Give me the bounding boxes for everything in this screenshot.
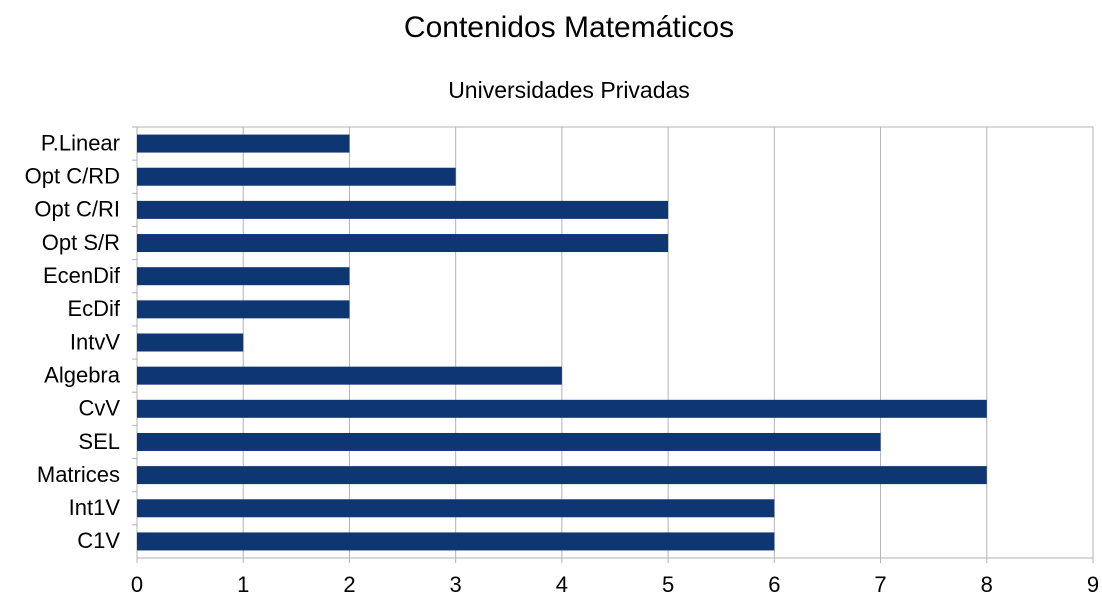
y-tick-label: IntvV [70,329,120,354]
x-tick-label: 4 [556,572,568,597]
y-tick-label: CvV [78,396,120,421]
y-tick-label: Opt C/RD [25,164,120,189]
bar [137,532,775,551]
bar [137,234,669,253]
bar [137,333,244,352]
bar [137,399,987,418]
bar [137,499,775,518]
bar [137,267,350,286]
y-tick-label: C1V [77,528,120,553]
y-tick-label: EcDif [67,296,120,321]
y-tick-label: Algebra [44,362,121,387]
x-tick-label: 0 [131,572,143,597]
y-tick-label: Int1V [69,495,121,520]
bar [137,466,987,485]
y-tick-label: EcenDif [43,263,121,288]
y-tick-label: SEL [78,429,120,454]
y-tick-label: Opt C/RI [34,197,120,222]
chart-subtitle: Universidades Privadas [448,77,690,103]
bar [137,432,881,451]
bar [137,134,350,153]
bar [137,366,562,385]
y-tick-label: P.Linear [41,130,120,155]
bar [137,300,350,319]
bar [137,167,456,186]
x-tick-label: 7 [874,572,886,597]
x-tick-label: 8 [981,572,993,597]
x-tick-label: 6 [768,572,780,597]
y-tick-label: Opt S/R [42,230,120,255]
x-tick-label: 9 [1087,572,1099,597]
y-tick-label: Matrices [37,462,120,487]
x-tick-label: 3 [450,572,462,597]
x-tick-label: 5 [662,572,674,597]
chart-title: Contenidos Matemáticos [404,11,734,44]
bar [137,200,669,219]
x-tick-label: 1 [237,572,249,597]
x-tick-label: 2 [343,572,355,597]
